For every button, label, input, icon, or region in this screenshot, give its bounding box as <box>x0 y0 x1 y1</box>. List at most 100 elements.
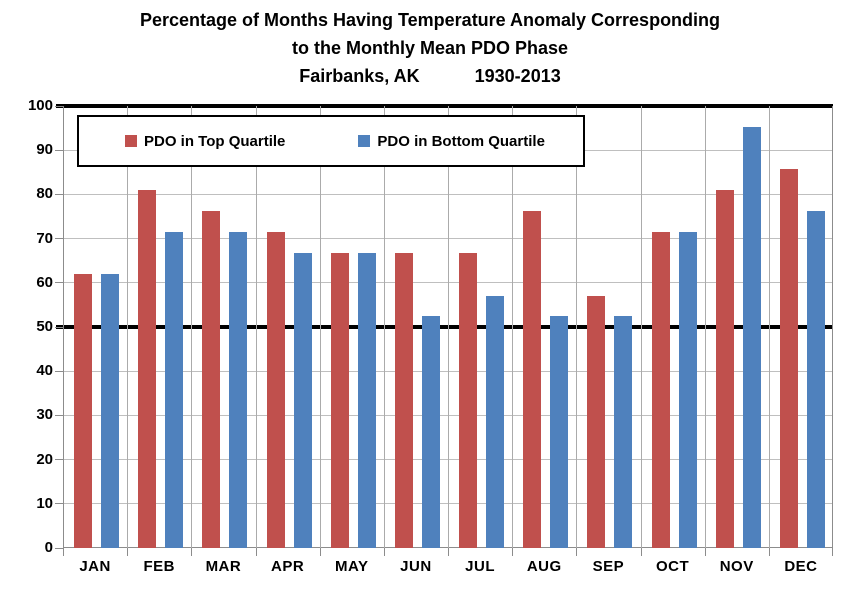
y-axis-tick <box>55 326 63 328</box>
bar-top-quartile-jun <box>395 253 413 548</box>
x-axis-tick <box>256 548 257 556</box>
bar-top-quartile-mar <box>202 211 220 548</box>
bar-bottom-quartile-jan <box>101 274 119 548</box>
x-axis-tick <box>832 548 833 556</box>
plot-area: 0 10 20 30 40 50 60 70 80 90 100 JAN FEB MAR APR MAY JUN… <box>28 97 833 575</box>
x-axis-label-jul: JUL <box>465 558 495 575</box>
y-axis-tick-label: 50 <box>36 318 53 335</box>
gridline-v-8 <box>576 106 577 548</box>
bar-top-quartile-sep <box>587 295 605 548</box>
x-axis-label-jun: JUN <box>400 558 432 575</box>
bar-bottom-quartile-nov <box>743 127 761 548</box>
x-axis-label-jan: JAN <box>79 558 111 575</box>
bar-top-quartile-jul <box>459 253 477 548</box>
x-axis-label-oct: OCT <box>655 558 690 575</box>
y-axis-tick <box>55 503 63 505</box>
x-axis-label-sep: SEP <box>592 558 625 575</box>
chart-title-years: 1930-2013 <box>474 66 561 86</box>
bar-bottom-quartile-jun <box>422 316 440 548</box>
bar-bottom-quartile-dec <box>807 211 825 548</box>
x-axis-label-apr: APR <box>270 558 305 575</box>
gridline-v-4 <box>320 106 321 548</box>
y-axis-tick <box>55 105 63 107</box>
reference-line-100 <box>56 104 833 108</box>
chart-title-line3: Fairbanks, AK 1930-2013 <box>0 62 860 90</box>
y-axis-line <box>63 106 64 548</box>
bar-top-quartile-apr <box>267 232 285 548</box>
x-axis-tick <box>63 548 64 556</box>
y-axis-tick-label: 20 <box>36 450 53 468</box>
x-axis-label-nov: NOV <box>719 558 754 575</box>
y-axis-tick-label: 30 <box>36 406 53 424</box>
gridline-v-1 <box>127 106 128 548</box>
bar-top-quartile-dec <box>780 169 798 548</box>
x-axis-label-may: MAY <box>335 558 369 575</box>
y-axis-tick <box>55 370 63 372</box>
y-axis-tick <box>55 282 63 284</box>
legend: PDO in Top Quartile PDO in Bottom Quarti… <box>77 115 585 167</box>
reference-line-50 <box>56 325 833 329</box>
bar-top-quartile-aug <box>523 211 541 548</box>
legend-swatch-top-quartile <box>125 135 137 147</box>
bar-bottom-quartile-apr <box>294 253 312 548</box>
x-axis-tick <box>576 548 577 556</box>
gridline-v-6 <box>448 106 449 548</box>
x-axis-label-feb: FEB <box>143 558 175 575</box>
x-axis-tick <box>641 548 642 556</box>
bar-top-quartile-may <box>331 253 349 548</box>
x-axis-label-dec: DEC <box>784 558 818 575</box>
chart-title-line2: to the Monthly Mean PDO Phase <box>291 38 569 58</box>
x-axis-label-mar: MAR <box>205 558 242 575</box>
x-axis-tick <box>384 548 385 556</box>
y-axis-tick <box>55 193 63 195</box>
gridline-v-7 <box>512 106 513 548</box>
x-axis-tick <box>127 548 128 556</box>
y-axis-tick <box>55 149 63 151</box>
gridline-v-5 <box>384 106 385 548</box>
bar-top-quartile-jan <box>74 274 92 548</box>
bar-top-quartile-oct <box>652 232 670 548</box>
bar-top-quartile-nov <box>716 190 734 548</box>
chart-title-location: Fairbanks, AK <box>299 66 420 86</box>
x-axis-tick <box>769 548 770 556</box>
x-axis-tick <box>512 548 513 556</box>
y-axis-tick-label: 70 <box>36 229 53 247</box>
y-axis-tick-label: 40 <box>36 362 53 380</box>
bar-bottom-quartile-feb <box>165 232 183 548</box>
legend-item-bottom-quartile: PDO in Bottom Quartile <box>358 133 545 150</box>
bar-bottom-quartile-may <box>358 253 376 548</box>
y-axis-tick <box>55 238 63 240</box>
bar-bottom-quartile-sep <box>614 316 632 548</box>
legend-label-top-quartile: PDO in Top Quartile <box>144 132 286 150</box>
x-axis-tick <box>705 548 706 556</box>
bar-bottom-quartile-jul <box>486 295 504 548</box>
chart-title: Percentage of Months Having Temperature … <box>0 6 860 90</box>
gridline-v-10 <box>705 106 706 548</box>
gridline-v-2 <box>191 106 192 548</box>
y-axis-tick-label: 100 <box>27 97 53 114</box>
chart-title-line1: Percentage of Months Having Temperature … <box>139 10 721 30</box>
gridline-v-12 <box>832 106 833 548</box>
legend-label-bottom-quartile: PDO in Bottom Quartile <box>377 132 545 150</box>
legend-item-top-quartile: PDO in Top Quartile <box>125 133 285 150</box>
gridline-v-11 <box>769 106 770 548</box>
y-axis-tick-label: 90 <box>36 141 53 159</box>
x-axis-tick <box>448 548 449 556</box>
gridline-v-3 <box>256 106 257 548</box>
y-axis-tick-label: 80 <box>36 185 53 203</box>
bar-bottom-quartile-mar <box>229 232 247 548</box>
y-axis-tick <box>55 459 63 461</box>
bar-top-quartile-feb <box>138 190 156 548</box>
y-axis-tick-label: 0 <box>44 539 53 556</box>
legend-swatch-bottom-quartile <box>358 135 371 147</box>
x-axis-tick <box>191 548 192 556</box>
x-axis-label-aug: AUG <box>526 558 562 575</box>
y-axis-tick-label: 10 <box>36 494 53 512</box>
y-axis-tick-label: 60 <box>36 273 53 291</box>
y-axis-tick <box>55 414 63 416</box>
bar-bottom-quartile-aug <box>550 316 568 548</box>
x-axis-tick <box>320 548 321 556</box>
y-axis-tick <box>55 547 63 549</box>
gridline-v-9 <box>641 106 642 548</box>
